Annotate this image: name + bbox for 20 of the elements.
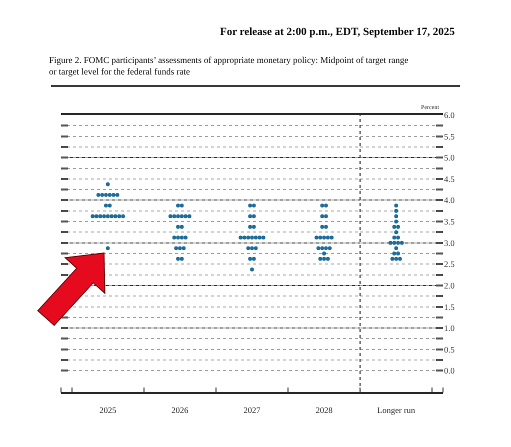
y-tick-label: 3.5 [444,216,455,227]
x-tick-label: 2028 [316,404,333,415]
y-tick-label: 5.5 [444,131,455,142]
y-tick-label: 0.0 [444,366,455,376]
text: For release at 2:00 p.m., EDT, September 17, 2025 [220,26,456,38]
y-tick-label: 0.5 [444,344,455,354]
x-tick-label: 2026 [171,404,188,415]
x-tick-label: 2027 [244,404,260,415]
y-tick-label: 2.0 [444,280,455,290]
y-tick-label: 5.0 [444,152,455,163]
y-tick-label: 4.0 [444,195,455,206]
y-tick-label: 4.5 [444,174,455,184]
x-tick-label: 2025 [99,404,116,415]
y-tick-label: 2.5 [444,259,455,270]
chart-title: Figure 2. FOMC participants’ assessments of appropriate monetary policy: Midpoint of target range or target level for the federal funds rate [49,55,408,77]
x-tick-label: Longer run [377,404,416,415]
y-tick-label: 1.5 [444,302,455,312]
y-tick-label: 1.0 [444,323,455,334]
y-tick-label: 3.0 [444,238,455,248]
y-tick-label: 6.0 [444,110,455,120]
